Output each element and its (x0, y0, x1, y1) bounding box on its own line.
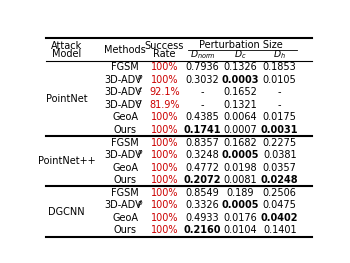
Text: 0.0007: 0.0007 (224, 125, 257, 135)
Text: 0.0175: 0.0175 (263, 112, 297, 122)
Text: 3D-ADV: 3D-ADV (104, 100, 142, 110)
Text: DGCNN: DGCNN (49, 207, 85, 217)
Text: 0.0357: 0.0357 (263, 163, 297, 173)
Text: Ours: Ours (114, 125, 136, 135)
Text: 0.2160: 0.2160 (184, 225, 221, 235)
Text: Success: Success (145, 41, 184, 51)
Text: GeoA: GeoA (112, 112, 138, 122)
Text: 100%: 100% (151, 150, 178, 160)
Text: 100%: 100% (151, 175, 178, 185)
Text: 100%: 100% (151, 112, 178, 122)
Text: Methods: Methods (104, 45, 146, 55)
Text: 0.4933: 0.4933 (186, 213, 219, 223)
Text: 3D-ADV: 3D-ADV (104, 200, 142, 210)
Text: Ours: Ours (114, 175, 136, 185)
Text: Ours: Ours (114, 225, 136, 235)
Text: FGSM: FGSM (111, 138, 139, 148)
Text: 0.0248: 0.0248 (261, 175, 299, 185)
Text: 0.3032: 0.3032 (186, 75, 219, 85)
Text: PointNet++: PointNet++ (38, 156, 96, 166)
Text: 100%: 100% (151, 163, 178, 173)
Text: GeoA: GeoA (112, 163, 138, 173)
Text: Perturbation Size: Perturbation Size (199, 40, 283, 50)
Text: 100%: 100% (151, 200, 178, 210)
Text: -: - (201, 87, 204, 97)
Text: 0.1326: 0.1326 (224, 62, 257, 72)
Text: Model: Model (52, 49, 82, 59)
Text: FGSM: FGSM (111, 62, 139, 72)
Text: 0.0081: 0.0081 (224, 175, 257, 185)
Text: 100%: 100% (151, 125, 178, 135)
Text: 3D-ADV: 3D-ADV (104, 75, 142, 85)
Text: Attack: Attack (51, 41, 83, 51)
Text: p: p (137, 74, 141, 80)
Text: 0.0176: 0.0176 (224, 213, 257, 223)
Text: 0.2072: 0.2072 (184, 175, 221, 185)
Text: 92.1%: 92.1% (149, 87, 180, 97)
Text: 0.0064: 0.0064 (224, 112, 257, 122)
Text: p: p (137, 149, 141, 155)
Text: 100%: 100% (151, 138, 178, 148)
Text: 0.1682: 0.1682 (224, 138, 257, 148)
Text: 0.1652: 0.1652 (223, 87, 257, 97)
Text: 0.3248: 0.3248 (186, 150, 219, 160)
Text: 0.0105: 0.0105 (263, 75, 296, 85)
Text: Rate: Rate (153, 49, 176, 59)
Text: -: - (278, 100, 281, 110)
Text: 0.8549: 0.8549 (186, 188, 219, 198)
Text: 0.0005: 0.0005 (222, 200, 259, 210)
Text: 0.189: 0.189 (227, 188, 254, 198)
Text: 0.2506: 0.2506 (263, 188, 297, 198)
Text: -: - (278, 87, 281, 97)
Text: $\mathit{D}_{norm}$: $\mathit{D}_{norm}$ (190, 48, 215, 61)
Text: o: o (137, 99, 141, 105)
Text: 0.4385: 0.4385 (186, 112, 219, 122)
Text: 0.1853: 0.1853 (263, 62, 296, 72)
Text: 0.0402: 0.0402 (261, 213, 299, 223)
Text: GeoA: GeoA (112, 213, 138, 223)
Text: PointNet: PointNet (46, 94, 88, 104)
Text: 0.1321: 0.1321 (224, 100, 257, 110)
Text: 100%: 100% (151, 62, 178, 72)
Text: $\mathit{D}_{c}$: $\mathit{D}_{c}$ (234, 48, 247, 61)
Text: 0.0104: 0.0104 (224, 225, 257, 235)
Text: 0.0003: 0.0003 (222, 75, 259, 85)
Text: 0.4772: 0.4772 (186, 163, 219, 173)
Text: 100%: 100% (151, 213, 178, 223)
Text: 0.3326: 0.3326 (186, 200, 219, 210)
Text: 0.2275: 0.2275 (262, 138, 297, 148)
Text: 0.7936: 0.7936 (186, 62, 219, 72)
Text: 0.1401: 0.1401 (263, 225, 296, 235)
Text: 100%: 100% (151, 188, 178, 198)
Text: 0.8357: 0.8357 (186, 138, 219, 148)
Text: c: c (137, 87, 141, 93)
Text: -: - (201, 100, 204, 110)
Text: p: p (137, 200, 141, 206)
Text: 0.0475: 0.0475 (263, 200, 297, 210)
Text: 3D-ADV: 3D-ADV (104, 87, 142, 97)
Text: 0.0031: 0.0031 (261, 125, 299, 135)
Text: 81.9%: 81.9% (149, 100, 180, 110)
Text: 0.1741: 0.1741 (184, 125, 221, 135)
Text: 100%: 100% (151, 225, 178, 235)
Text: FGSM: FGSM (111, 188, 139, 198)
Text: 3D-ADV: 3D-ADV (104, 150, 142, 160)
Text: 0.0005: 0.0005 (222, 150, 259, 160)
Text: 100%: 100% (151, 75, 178, 85)
Text: 0.0198: 0.0198 (224, 163, 257, 173)
Text: 0.0381: 0.0381 (263, 150, 296, 160)
Text: $\mathit{D}_{h}$: $\mathit{D}_{h}$ (273, 48, 286, 61)
